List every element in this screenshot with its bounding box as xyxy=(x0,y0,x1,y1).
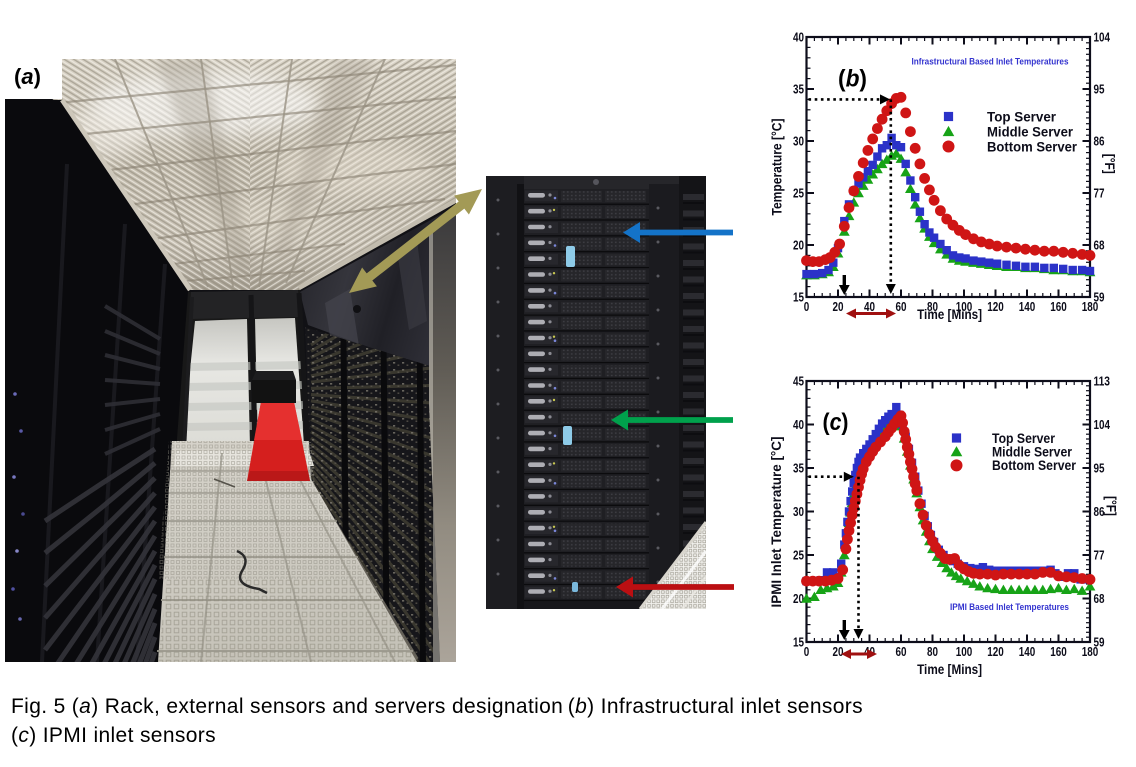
svg-text:104: 104 xyxy=(1094,30,1111,45)
svg-text:25: 25 xyxy=(793,548,804,563)
svg-text:20: 20 xyxy=(793,238,804,253)
svg-text:68: 68 xyxy=(1094,591,1105,606)
svg-text:104: 104 xyxy=(1094,417,1111,432)
svg-text:25: 25 xyxy=(793,186,804,201)
svg-text:15: 15 xyxy=(793,635,804,650)
svg-text:100: 100 xyxy=(956,644,973,659)
svg-text:95: 95 xyxy=(1094,461,1105,476)
svg-text:86: 86 xyxy=(1094,134,1105,149)
svg-text:Top Server: Top Server xyxy=(987,109,1057,124)
svg-text:140: 140 xyxy=(1019,299,1036,314)
svg-text:Top Server: Top Server xyxy=(992,431,1056,446)
svg-text:15: 15 xyxy=(793,290,804,305)
svg-text:20: 20 xyxy=(833,299,844,314)
svg-text:35: 35 xyxy=(793,461,804,476)
svg-text:30: 30 xyxy=(793,504,804,519)
svg-text:68: 68 xyxy=(1094,238,1105,253)
svg-text:[°F]: [°F] xyxy=(1102,154,1118,174)
svg-text:80: 80 xyxy=(927,299,938,314)
svg-text:Time [Mins]: Time [Mins] xyxy=(917,661,982,677)
svg-text:0: 0 xyxy=(804,299,810,314)
svg-text:180: 180 xyxy=(1082,644,1099,659)
svg-text:59: 59 xyxy=(1094,290,1105,305)
svg-text:35: 35 xyxy=(793,82,804,97)
svg-text:40: 40 xyxy=(793,30,804,45)
svg-text:30: 30 xyxy=(793,134,804,149)
svg-text:180: 180 xyxy=(1082,299,1099,314)
svg-text:(b): (b) xyxy=(838,66,867,93)
svg-text:IPMI Inlet Temperature [°C]: IPMI Inlet Temperature [°C] xyxy=(768,437,784,608)
svg-text:Infrastructural Based Inlet Te: Infrastructural Based Inlet Temperatures xyxy=(912,57,1069,68)
svg-text:59: 59 xyxy=(1094,635,1105,650)
svg-text:77: 77 xyxy=(1094,548,1105,563)
svg-text:113: 113 xyxy=(1094,374,1111,389)
svg-text:40: 40 xyxy=(793,417,804,432)
svg-text:120: 120 xyxy=(987,644,1004,659)
svg-text:Bottom Server: Bottom Server xyxy=(987,139,1078,154)
svg-text:(c): (c) xyxy=(823,409,849,436)
svg-text:95: 95 xyxy=(1094,82,1105,97)
svg-text:[°F]: [°F] xyxy=(1104,496,1120,516)
svg-text:Bottom Server: Bottom Server xyxy=(992,458,1077,473)
svg-text:100: 100 xyxy=(956,299,973,314)
svg-text:Temperature [°C]: Temperature [°C] xyxy=(769,119,785,216)
svg-text:60: 60 xyxy=(896,299,907,314)
svg-text:Time [Mins]: Time [Mins] xyxy=(917,306,982,322)
svg-text:0: 0 xyxy=(804,644,810,659)
svg-text:77: 77 xyxy=(1094,186,1105,201)
svg-text:40: 40 xyxy=(864,299,875,314)
svg-text:120: 120 xyxy=(987,299,1004,314)
svg-text:60: 60 xyxy=(896,644,907,659)
svg-text:86: 86 xyxy=(1094,504,1105,519)
svg-text:45: 45 xyxy=(793,374,804,389)
svg-text:IPMI Based Inlet Temperatures: IPMI Based Inlet Temperatures xyxy=(950,602,1069,613)
svg-text:160: 160 xyxy=(1050,644,1067,659)
svg-text:140: 140 xyxy=(1019,644,1036,659)
svg-text:Middle Server: Middle Server xyxy=(992,445,1073,460)
svg-text:20: 20 xyxy=(793,591,804,606)
svg-text:80: 80 xyxy=(927,644,938,659)
svg-text:160: 160 xyxy=(1050,299,1067,314)
svg-text:20: 20 xyxy=(833,644,844,659)
svg-text:Middle Server: Middle Server xyxy=(987,124,1074,139)
